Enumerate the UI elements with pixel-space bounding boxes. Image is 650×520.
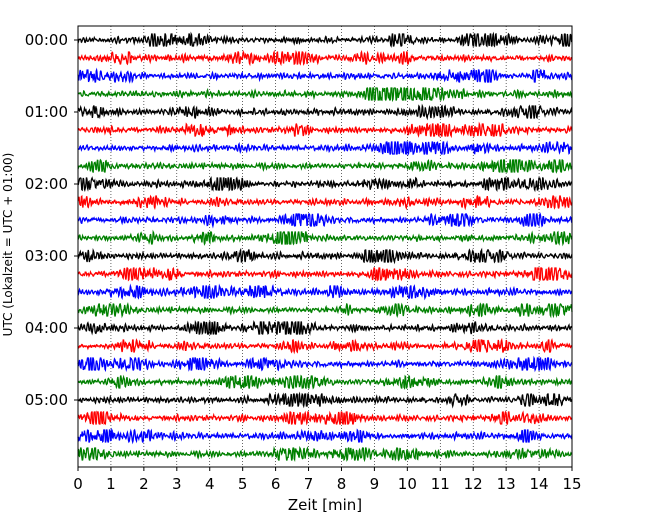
trace-0200 (77, 176, 573, 193)
trace-0400 (77, 319, 573, 336)
trace-0345 (77, 302, 573, 319)
trace-0030 (77, 67, 573, 84)
y-tick-label: 05:00 (25, 391, 68, 409)
trace-0445 (77, 374, 573, 390)
trace-0130 (77, 140, 573, 157)
trace-0330 (77, 283, 573, 301)
trace-0000 (77, 31, 573, 48)
x-tick-label: 3 (172, 475, 182, 493)
x-tick-label: 15 (562, 475, 581, 493)
x-tick-label: 9 (370, 475, 380, 493)
trace-0015 (77, 49, 573, 67)
x-tick-label: 8 (337, 475, 347, 493)
x-tick-label: 7 (304, 475, 314, 493)
y-tick-label: 01:00 (25, 103, 68, 121)
trace-0545 (77, 445, 573, 463)
x-tick-label: 12 (464, 475, 483, 493)
trace-0115 (77, 121, 573, 139)
x-tick-label: 4 (205, 475, 215, 493)
x-tick-label: 14 (530, 475, 549, 493)
y-axis-label: UTC (Lokalzeit = UTC + 01:00) (1, 153, 15, 337)
x-tick-label: 10 (398, 475, 417, 493)
x-tick-label: 1 (106, 475, 116, 493)
trace-0500 (77, 391, 573, 409)
plot-frame (77, 25, 573, 468)
trace-0315 (77, 266, 573, 282)
trace-0430 (77, 355, 573, 373)
trace-0530 (77, 427, 573, 445)
trace-0300 (77, 247, 573, 265)
y-tick-label: 04:00 (25, 319, 68, 337)
x-tick-label: 2 (139, 475, 149, 493)
y-axis-ticks: 00:00 01:00 02:00 03:00 04:00 05:00 (25, 31, 78, 409)
x-tick-label: 0 (73, 475, 83, 493)
trace-0100 (77, 103, 573, 121)
x-axis-ticks: 0 1 2 3 4 5 6 7 8 9 10 11 12 13 14 15 (73, 467, 582, 493)
x-tick-label: 11 (431, 475, 450, 493)
trace-0215 (77, 194, 573, 211)
x-tick-label: 5 (238, 475, 248, 493)
y-tick-label: 03:00 (25, 247, 68, 265)
seismogram-traces (77, 31, 573, 463)
y-tick-label: 00:00 (25, 31, 68, 49)
trace-0415 (77, 337, 573, 355)
trace-0515 (77, 410, 573, 426)
x-axis-label: Zeit [min] (288, 496, 362, 514)
trace-0145 (77, 158, 573, 174)
x-tick-label: 6 (271, 475, 281, 493)
trace-0230 (77, 212, 573, 229)
x-tick-label: 13 (497, 475, 516, 493)
trace-0045 (77, 86, 573, 103)
y-tick-label: 02:00 (25, 175, 68, 193)
trace-0245 (77, 229, 573, 247)
